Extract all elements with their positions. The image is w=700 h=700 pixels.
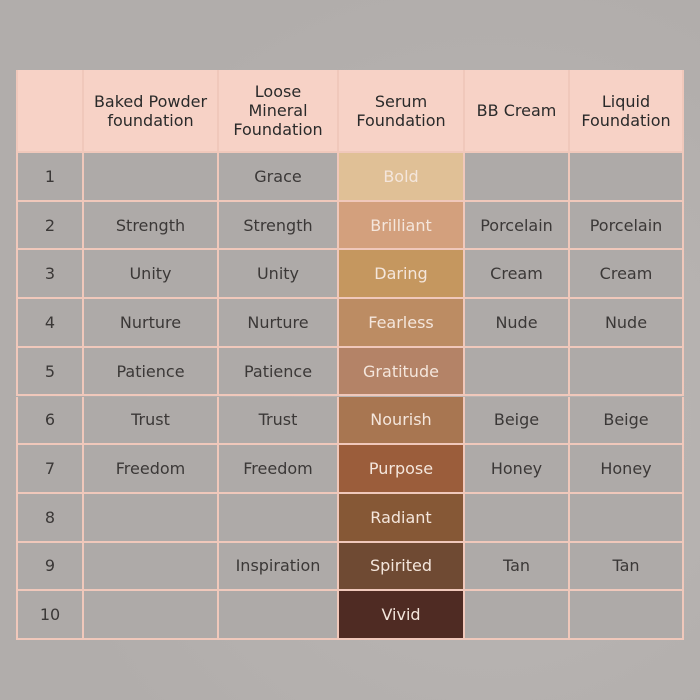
shade-name: Nurture bbox=[84, 299, 219, 348]
shade-name: Inspiration bbox=[219, 542, 339, 592]
shade-name: Unity bbox=[84, 250, 219, 300]
row-number: 6 bbox=[16, 396, 84, 446]
shade-name bbox=[465, 493, 570, 543]
row-number: 7 bbox=[16, 445, 84, 494]
shade-name: Strength bbox=[84, 201, 219, 251]
shade-name: Porcelain bbox=[570, 201, 684, 251]
shade-name: Nude bbox=[570, 299, 684, 348]
shade-name bbox=[465, 591, 570, 640]
shade-name: Freedom bbox=[84, 445, 219, 494]
column-header: Liquid Foundation bbox=[570, 70, 684, 153]
row-number: 3 bbox=[16, 250, 84, 300]
column-header: Serum Foundation bbox=[339, 70, 465, 153]
shade-swatch: Bold bbox=[339, 153, 465, 202]
shade-swatch: Spirited bbox=[339, 542, 465, 592]
shade-name bbox=[570, 493, 684, 543]
shade-table: Baked Powder foundation Loose Mineral Fou… bbox=[16, 70, 684, 640]
shade-name: Tan bbox=[570, 542, 684, 592]
shade-name bbox=[465, 347, 570, 397]
shade-name: Cream bbox=[570, 250, 684, 300]
shade-swatch: Daring bbox=[339, 250, 465, 300]
shade-name bbox=[465, 153, 570, 202]
row-number: 2 bbox=[16, 201, 84, 251]
shade-name: Strength bbox=[219, 201, 339, 251]
row-number: 5 bbox=[16, 347, 84, 397]
shade-swatch: Vivid bbox=[339, 591, 465, 640]
column-header: Loose Mineral Foundation bbox=[219, 70, 339, 153]
shade-name bbox=[219, 493, 339, 543]
shade-name bbox=[84, 542, 219, 592]
shade-name bbox=[84, 153, 219, 202]
shade-name bbox=[84, 591, 219, 640]
shade-name: Porcelain bbox=[465, 201, 570, 251]
column-header: Baked Powder foundation bbox=[84, 70, 219, 153]
shade-name: Grace bbox=[219, 153, 339, 202]
row-number: 4 bbox=[16, 299, 84, 348]
shade-name: Trust bbox=[84, 396, 219, 446]
shade-name bbox=[84, 493, 219, 543]
shade-swatch: Radiant bbox=[339, 493, 465, 543]
shade-name bbox=[570, 153, 684, 202]
shade-name: Beige bbox=[465, 396, 570, 446]
shade-name: Freedom bbox=[219, 445, 339, 494]
shade-name: Patience bbox=[84, 347, 219, 397]
shade-swatch: Brilliant bbox=[339, 201, 465, 251]
shade-name: Nude bbox=[465, 299, 570, 348]
shade-name: Nurture bbox=[219, 299, 339, 348]
shade-swatch: Purpose bbox=[339, 445, 465, 494]
shade-swatch: Nourish bbox=[339, 396, 465, 446]
row-number: 10 bbox=[16, 591, 84, 640]
shade-name: Cream bbox=[465, 250, 570, 300]
row-number: 8 bbox=[16, 493, 84, 543]
row-number: 9 bbox=[16, 542, 84, 592]
row-number: 1 bbox=[16, 153, 84, 202]
shade-name: Honey bbox=[465, 445, 570, 494]
shade-name: Unity bbox=[219, 250, 339, 300]
shade-name bbox=[570, 347, 684, 397]
shade-name: Honey bbox=[570, 445, 684, 494]
column-header: BB Cream bbox=[465, 70, 570, 153]
shade-name: Beige bbox=[570, 396, 684, 446]
shade-name: Tan bbox=[465, 542, 570, 592]
shade-name bbox=[570, 591, 684, 640]
shade-swatch: Gratitude bbox=[339, 347, 465, 397]
shade-name: Trust bbox=[219, 396, 339, 446]
header-corner bbox=[16, 70, 84, 153]
shade-name: Patience bbox=[219, 347, 339, 397]
shade-swatch: Fearless bbox=[339, 299, 465, 348]
shade-name bbox=[219, 591, 339, 640]
